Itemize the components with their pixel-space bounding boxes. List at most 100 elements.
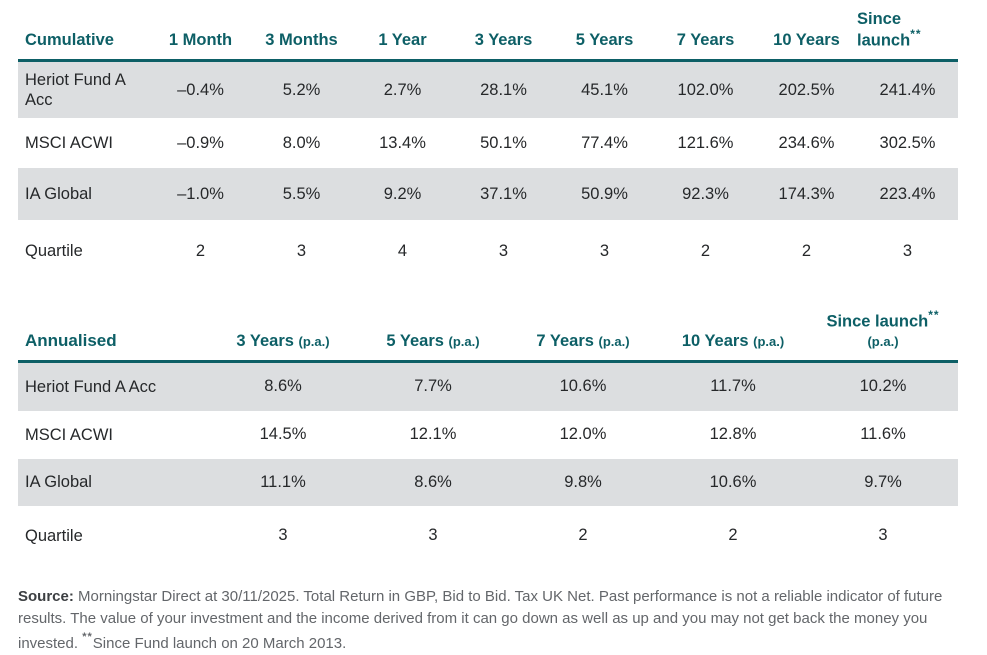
data-cell: 234.6% (778, 133, 835, 152)
data-cell: –0.4% (177, 80, 224, 99)
data-cell: 174.3% (778, 184, 835, 203)
data-cell: 12.0% (559, 425, 607, 444)
footnote-marker: ** (928, 308, 940, 323)
table-row-heriot-fund: Heriot Fund A Acc –0.4% 5.2% 2.7% 28.1% … (18, 60, 958, 119)
row-spacer (18, 506, 958, 514)
data-cell: 2 (195, 241, 206, 260)
since-launch-label: Since launch (857, 10, 911, 50)
row-label: Quartile (25, 242, 83, 261)
column-header-7-years-pa: 7 Years (p.a.) (508, 310, 658, 361)
column-header-3-months: 3 Months (265, 31, 338, 50)
data-cell: 3 (498, 241, 509, 260)
data-cell: 2.7% (383, 80, 422, 99)
table-title-cumulative: Cumulative (25, 31, 114, 50)
data-cell: 50.1% (480, 133, 527, 152)
data-cell: 92.3% (682, 184, 729, 203)
data-cell: –0.9% (177, 133, 224, 152)
data-cell: 121.6% (677, 133, 734, 152)
column-header-since-launch: Since launch** (857, 10, 958, 61)
data-cell: 10.6% (559, 377, 607, 396)
data-cell: 8.6% (414, 472, 452, 491)
table-row-ia-global: IA Global 11.1% 8.6% 9.8% 10.6% 9.7% (18, 458, 958, 506)
row-label: IA Global (25, 473, 92, 492)
column-header-5-years: 5 Years (575, 31, 634, 50)
data-cell: 8.6% (264, 377, 302, 396)
data-cell: 11.1% (260, 472, 306, 491)
source-disclaimer: Source: Morningstar Direct at 30/11/2025… (18, 586, 968, 655)
column-header-3-years-pa: 3 Years (p.a.) (208, 310, 358, 361)
pa-unit-label: (p.a.) (298, 333, 330, 349)
data-cell: 223.4% (879, 184, 936, 203)
column-header-10-years: 10 Years (773, 31, 840, 50)
column-header-5-years-pa: 5 Years (p.a.) (358, 310, 508, 361)
data-cell: 11.7% (710, 377, 756, 396)
footnote-text: Since Fund launch on 20 March 2013. (92, 634, 347, 652)
data-cell: 3 (902, 241, 913, 260)
table-row-ia-global: IA Global –1.0% 5.5% 9.2% 37.1% 50.9% 92… (18, 168, 958, 221)
pa-unit-label: (p.a.) (598, 333, 630, 349)
data-cell: 7.7% (414, 377, 452, 396)
data-cell: 2 (728, 526, 738, 545)
row-label: MSCI ACWI (25, 425, 114, 444)
data-cell: 9.8% (564, 472, 602, 491)
table-row-msci-acwi: MSCI ACWI –0.9% 8.0% 13.4% 50.1% 77.4% 1… (18, 118, 958, 168)
row-label: Heriot Fund A Acc (25, 377, 157, 396)
column-header-since-launch-pa: Since launch** (p.a.) (808, 308, 958, 361)
data-cell: 241.4% (879, 80, 936, 99)
data-cell: 77.4% (581, 133, 628, 152)
data-cell: 202.5% (778, 80, 835, 99)
source-label: Source: (18, 587, 74, 605)
data-cell: 10.2% (859, 377, 907, 396)
data-cell: 3 (599, 241, 610, 260)
data-cell: 50.9% (581, 184, 628, 203)
data-cell: 3 (278, 526, 288, 545)
table-row-heriot-fund: Heriot Fund A Acc 8.6% 7.7% 10.6% 11.7% … (18, 361, 958, 411)
period-label: 7 Years (536, 331, 594, 350)
period-label: 10 Years (681, 331, 749, 350)
period-label: 3 Years (236, 331, 294, 350)
pa-unit-label: (p.a.) (448, 333, 480, 349)
data-cell: 3 (878, 526, 888, 545)
data-cell: 9.2% (383, 184, 422, 203)
data-cell: –1.0% (177, 184, 224, 203)
data-cell: 2 (801, 241, 812, 260)
data-cell: 5.5% (282, 184, 321, 203)
table-row-quartile: Quartile 2 3 4 3 3 2 2 3 (18, 228, 958, 274)
data-cell: 3 (428, 526, 438, 545)
column-header-7-years: 7 Years (676, 31, 735, 50)
cumulative-header-row: Cumulative 1 Month 3 Months 1 Year 3 Yea… (18, 10, 958, 61)
data-cell: 14.5% (259, 425, 307, 444)
data-cell: 11.6% (860, 425, 906, 444)
table-title-annualised: Annualised (25, 331, 117, 351)
data-cell: 13.4% (379, 133, 426, 152)
column-header-1-month: 1 Month (168, 31, 233, 50)
annualised-header-row: Annualised 3 Years (p.a.) 5 Years (p.a.)… (18, 308, 958, 362)
data-cell: 2 (700, 241, 711, 260)
row-spacer (18, 220, 958, 228)
row-label: IA Global (25, 185, 92, 204)
data-cell: 10.6% (709, 472, 757, 491)
pa-unit-label: (p.a.) (753, 333, 785, 349)
annualised-table: Annualised 3 Years (p.a.) 5 Years (p.a.)… (18, 308, 958, 558)
column-header-3-years: 3 Years (474, 31, 533, 50)
column-header-10-years-pa: 10 Years (p.a.) (658, 310, 808, 361)
data-cell: 28.1% (480, 80, 527, 99)
table-row-quartile: Quartile 3 3 2 2 3 (18, 514, 958, 558)
data-cell: 4 (397, 241, 408, 260)
column-header-1-year: 1 Year (378, 31, 427, 50)
period-label: Since launch (826, 312, 929, 331)
data-cell: 12.1% (409, 425, 457, 444)
data-cell: 102.0% (677, 80, 734, 99)
table-row-msci-acwi: MSCI ACWI 14.5% 12.1% 12.0% 12.8% 11.6% (18, 411, 958, 459)
data-cell: 37.1% (480, 184, 527, 203)
data-cell: 12.8% (709, 425, 757, 444)
row-label: MSCI ACWI (25, 134, 114, 153)
data-cell: 3 (296, 241, 307, 260)
data-cell: 8.0% (282, 133, 321, 152)
row-label: Quartile (25, 526, 83, 545)
data-cell: 2 (578, 526, 588, 545)
data-cell: 302.5% (879, 133, 936, 152)
period-label: 5 Years (386, 331, 444, 350)
data-cell: 45.1% (581, 80, 628, 99)
